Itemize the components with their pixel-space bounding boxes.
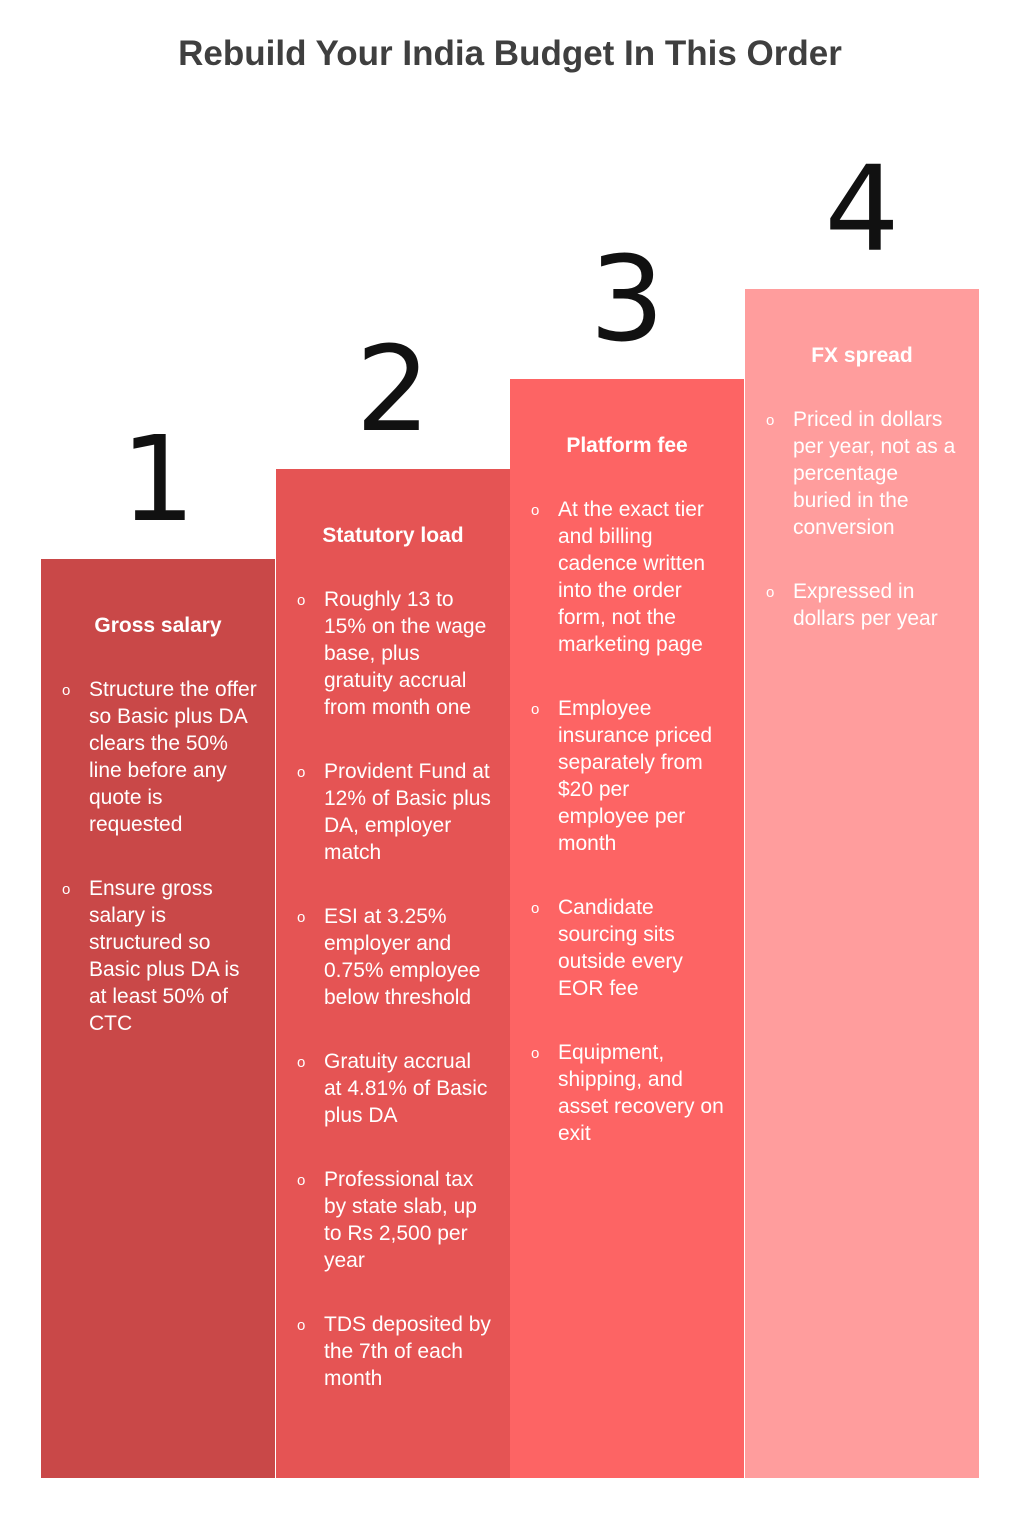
bullet-circle-icon: o [766,412,775,429]
bullet-circle-icon: o [297,909,306,926]
bullet-item: o Employee insurance priced separately fr… [531,697,713,855]
bullet-item: o Structure the offer so Basic plus DA cl… [62,678,257,836]
bullet-item: o Expressed in dollars per year [766,580,938,630]
bullet-circle-icon: o [531,701,540,718]
step-heading: Platform fee [566,434,688,457]
bullet-item: o TDS deposited by the 7th of each month [297,1313,491,1390]
bullet-circle-icon: o [531,1045,540,1062]
bullet-item: o Provident Fund at 12% of Basic plus DA,… [297,760,491,864]
step-column-platform-fee: Platform fee o At the exact tier and bill… [510,379,744,1478]
bullet-circle-icon: o [297,764,306,781]
bullet-item: o Candidate sourcing sits outside every E… [531,896,683,1000]
bullet-circle-icon: o [62,881,71,898]
bullet-item: o Equipment, shipping, and asset recovery… [531,1041,724,1145]
step-column-fx-spread: FX spread o Priced in dollars per year, n… [745,289,979,1478]
bullet-item: o Professional tax by state slab, up to R… [297,1168,477,1272]
step-number-1: 1 [120,410,196,548]
step-column-statutory-load: Statutory load o Roughly 13 to 15% on the… [276,469,510,1478]
page-title: Rebuild Your India Budget In This Order [178,34,842,73]
bullet-item: o Priced in dollars per year, not as a pe… [766,408,956,539]
bullet-circle-icon: o [297,592,306,609]
bullet-circle-icon: o [531,502,540,519]
bullet-item: o Ensure gross salary is structured so Ba… [62,877,240,1035]
bullet-list: o At the exact tier and billing cadence w… [510,496,744,1147]
step-heading: Gross salary [94,614,222,637]
step-number-3: 3 [589,230,665,368]
step-number-4: 4 [824,140,900,278]
bullet-circle-icon: o [297,1054,306,1071]
bullet-circle-icon: o [766,584,775,601]
step-number-2: 2 [355,320,431,458]
bullet-list: o Priced in dollars per year, not as a pe… [745,406,979,632]
bullet-item: o Roughly 13 to 15% on the wage base, plu… [297,588,487,719]
step-column-gross-salary: Gross salary o Structure the offer so Bas… [41,559,275,1478]
bullet-circle-icon: o [297,1317,306,1334]
bullet-item: o ESI at 3.25% employer and 0.75% employe… [297,905,481,1009]
step-heading: Statutory load [322,524,464,547]
bullet-item: o At the exact tier and billing cadence w… [531,498,706,656]
bullet-circle-icon: o [62,682,71,699]
bullet-list: o Structure the offer so Basic plus DA cl… [41,676,275,1037]
bullet-circle-icon: o [531,900,540,917]
bullet-circle-icon: o [297,1172,306,1189]
bullet-item: o Gratuity accrual at 4.81% of Basic plus… [297,1050,488,1127]
step-heading: FX spread [811,344,913,367]
bullet-list: o Roughly 13 to 15% on the wage base, plu… [276,586,510,1392]
